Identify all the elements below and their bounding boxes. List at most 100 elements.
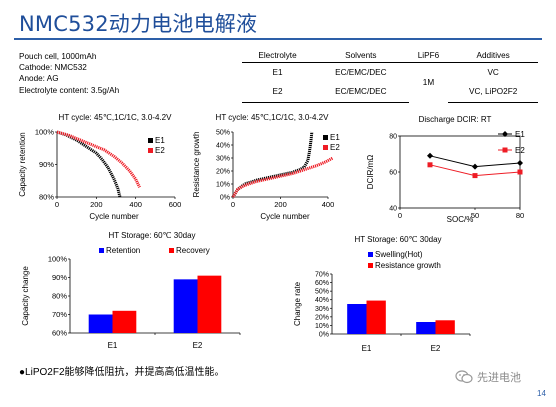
x-axis-label: Cycle number xyxy=(89,212,139,221)
y-tick-label: 30% xyxy=(315,306,329,313)
table-cell: EC/EMC/DEC xyxy=(335,67,387,77)
x-tick-label: 600 xyxy=(169,200,182,209)
x-tick-label: 400 xyxy=(322,200,335,209)
legend-swatch xyxy=(368,263,373,268)
chart-title: HT Storage: 60℃ 30day xyxy=(354,235,441,244)
category-label: E1 xyxy=(362,344,372,353)
table-header: Electrolyte xyxy=(242,49,314,63)
capacity-retention-chart: HT cycle: 45℃,1C/1C, 3.0-4.2V 80% 90% 100% 0… xyxy=(18,113,182,221)
series-line xyxy=(231,131,314,198)
chart-title: HT Storage: 60℃ 30day xyxy=(108,231,195,240)
conclusion-note: ●LiPO2F2能够降低阻抗，并提高高低温性能。 xyxy=(19,367,225,378)
table-row: E1 EC/EMC/DEC 1M VC xyxy=(242,62,538,87)
cell-info: Pouch cell, 1000mAh Cathode: NMC532 Anod… xyxy=(19,51,119,96)
x-tick-label: 200 xyxy=(90,200,103,209)
y-tick-label: 60 xyxy=(389,170,397,177)
table-row: E2 EC/EMC/DEC VC, LiPO2F2 xyxy=(242,82,538,103)
table-header-row: Electrolyte Solvents LiPF6 Additives xyxy=(242,49,538,63)
y-axis-label: Capacity retention xyxy=(18,132,27,196)
legend-label: Swelling(Hot) xyxy=(375,250,423,259)
y-tick-label: 40% xyxy=(315,297,329,304)
y-tick-label: 60% xyxy=(315,280,329,287)
legend-swatch xyxy=(368,252,373,257)
series-line xyxy=(231,156,334,198)
y-tick-label: 90% xyxy=(52,273,67,282)
y-tick-label: 50% xyxy=(315,289,329,296)
electrolyte-table: Electrolyte Solvents LiPF6 Additives E1 … xyxy=(242,49,538,103)
bar xyxy=(435,320,455,334)
y-tick-label: 0% xyxy=(319,332,329,339)
legend-label: Resistance growth xyxy=(375,261,441,270)
series-line xyxy=(56,130,122,198)
dcir-chart: Discharge DCIR: RT 40 60 80 0 50 80 SOC/% DCIR/m… xyxy=(366,115,525,224)
y-tick-label: 100% xyxy=(48,255,68,264)
cell-info-line: Electrolyte content: 3.5g/Ah xyxy=(19,85,120,95)
y-tick-label: 60% xyxy=(52,329,67,338)
y-tick-label: 20% xyxy=(216,169,230,176)
legend-label: E2 xyxy=(515,146,525,155)
legend-label: Retention xyxy=(106,246,140,255)
cell-info-line: Anode: AG xyxy=(19,74,59,84)
table-header: Solvents xyxy=(313,49,409,63)
watermark: 先进电池 xyxy=(455,369,521,385)
legend-label: E1 xyxy=(515,130,525,139)
x-tick-label: 200 xyxy=(274,200,287,209)
y-tick-label: 30% xyxy=(216,156,230,163)
x-tick-label: 0 xyxy=(231,200,235,209)
legend-label: E1 xyxy=(155,136,165,145)
y-axis-label: DCIR/mΩ xyxy=(366,155,375,189)
table-cell: E1 xyxy=(272,67,283,77)
legend-swatch xyxy=(99,248,104,253)
bar xyxy=(88,314,113,333)
y-tick-label: 20% xyxy=(315,314,329,321)
table-cell: VC xyxy=(487,67,499,77)
data-point xyxy=(517,169,523,175)
table-cell-merged: 1M xyxy=(422,77,435,87)
table-cell: E2 xyxy=(242,82,314,103)
x-axis-label: SOC/% xyxy=(447,215,474,224)
legend-swatch xyxy=(169,248,174,253)
y-tick-label: 80 xyxy=(389,134,397,141)
x-tick-label: 400 xyxy=(129,200,142,209)
watermark-text: 先进电池 xyxy=(477,372,521,384)
bar xyxy=(112,310,137,333)
legend-marker xyxy=(502,147,508,153)
y-axis-label: Change rate xyxy=(293,281,302,326)
table-header: Additives xyxy=(448,49,538,63)
slide-title: NMC532动力电池电解液 xyxy=(19,12,258,36)
x-axis-label: Cycle number xyxy=(260,212,310,221)
y-tick-label: 80% xyxy=(39,193,54,202)
y-tick-label: 10% xyxy=(315,323,329,330)
y-tick-label: 10% xyxy=(216,182,230,189)
chart-title: HT cycle: 45℃,1C/1C, 3.0-4.2V xyxy=(59,113,173,122)
y-axis-label: Capacity change xyxy=(21,266,30,326)
y-axis-label: Resistance growth xyxy=(192,132,201,198)
category-label: E2 xyxy=(193,341,203,350)
chart-title: Discharge DCIR: RT xyxy=(419,115,492,124)
x-tick-label: 0 xyxy=(55,200,59,209)
y-tick-label: 70% xyxy=(315,272,329,279)
x-tick-label: 80 xyxy=(516,211,524,220)
legend-swatch xyxy=(323,135,328,140)
table-header: LiPF6 xyxy=(408,49,449,63)
y-tick-label: 40 xyxy=(389,206,397,213)
data-point xyxy=(427,162,433,168)
data-point xyxy=(427,152,433,159)
page-number: 14 xyxy=(537,389,546,398)
wechat-icon xyxy=(455,370,473,384)
data-point xyxy=(472,173,478,179)
legend-swatch xyxy=(148,148,153,153)
x-tick-label: 50 xyxy=(471,211,479,220)
y-tick-label: 40% xyxy=(216,143,230,150)
category-label: E1 xyxy=(108,341,118,350)
chart-title: HT cycle: 45℃,1C/1C, 3.0-4.2V xyxy=(216,113,330,122)
legend-label: E2 xyxy=(155,146,165,155)
legend-label: E1 xyxy=(330,133,340,142)
legend-label: E2 xyxy=(330,143,340,152)
y-tick-label: 100% xyxy=(35,128,55,137)
capacity-change-chart: HT Storage: 60℃ 30day 60% 70% 80% 90% 100% Cap… xyxy=(21,231,241,350)
table-cell: VC, LiPO2F2 xyxy=(448,82,538,103)
legend-swatch xyxy=(148,138,153,143)
cell-info-line: Cathode: NMC532 xyxy=(19,63,87,73)
legend-swatch xyxy=(323,145,328,150)
